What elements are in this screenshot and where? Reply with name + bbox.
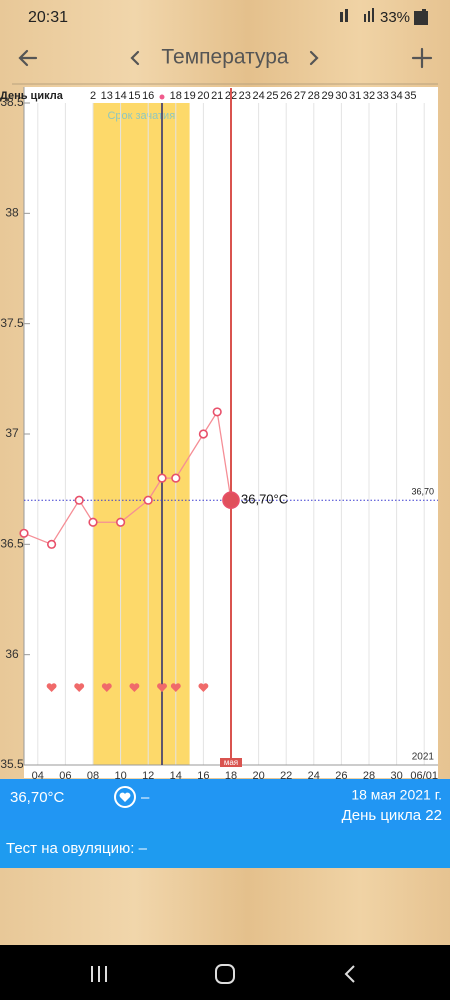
battery: 33% — [380, 9, 410, 26]
cycle-day: 19 — [183, 90, 195, 102]
heart — [101, 683, 112, 692]
x-tick-label: 22 — [280, 770, 292, 782]
x-tick-label: 06 — [59, 770, 71, 782]
test-bar — [0, 830, 450, 868]
point — [157, 473, 167, 483]
cycle-day: 32 — [363, 90, 375, 102]
cycle-day: 24 — [252, 90, 264, 102]
cycle-day: 2 — [90, 90, 96, 102]
next-button[interactable] — [309, 50, 319, 66]
point — [143, 495, 153, 505]
point — [198, 429, 208, 439]
info-cycle-day: День цикла 22 — [342, 807, 442, 824]
x-tick-label: 18 — [225, 770, 237, 782]
year-label: 2021 — [412, 752, 435, 763]
x-tick-label: 08 — [87, 770, 99, 782]
cycle-day: 16 — [142, 90, 154, 102]
y-tick-label: 38 — [5, 206, 19, 220]
recent-apps[interactable] — [91, 966, 107, 982]
cycle-day: 26 — [280, 90, 292, 102]
cycle-day: 15 — [128, 90, 140, 102]
status-icons — [340, 8, 374, 22]
info-date: 18 мая 2021 г. — [351, 787, 442, 803]
point — [171, 473, 181, 483]
point — [46, 539, 57, 549]
heart-icon — [119, 792, 131, 802]
prev-button[interactable] — [130, 50, 140, 66]
ovulation-test[interactable]: Тест на овуляцию: – — [6, 840, 148, 857]
y-tick-label: 38.5 — [0, 95, 24, 109]
cycle-day: 35 — [404, 90, 416, 102]
cycle-day-label: День цикла — [0, 90, 64, 102]
point — [88, 517, 98, 527]
info-temperature: 36,70°C — [10, 789, 65, 806]
x-tick-label: 20 — [252, 770, 264, 782]
x-tick-label: 24 — [308, 770, 320, 782]
cycle-day: 31 — [349, 90, 361, 102]
battery-icon — [414, 9, 428, 25]
x-tick-label: 06/01 — [410, 770, 438, 782]
cycle-day: 20 — [197, 90, 209, 102]
back-button[interactable] — [18, 49, 38, 67]
x-tick-label: 10 — [114, 770, 126, 782]
point — [115, 517, 126, 527]
back[interactable] — [344, 965, 355, 983]
current-day-tag — [220, 758, 242, 767]
cycle-day: 23 — [239, 90, 251, 102]
current-point — [222, 491, 240, 510]
x-tick-label: 14 — [170, 770, 182, 782]
y-tick-label: 36 — [5, 647, 19, 661]
cycle-day: 14 — [114, 90, 126, 102]
nav-bar — [0, 945, 450, 1000]
x-tick-label: 30 — [390, 770, 402, 782]
cycle-day-marker — [159, 94, 165, 100]
current-point-label: 36,70°C — [241, 492, 288, 507]
time: 20:31 — [28, 9, 68, 26]
cycle-day: 33 — [377, 90, 389, 102]
point — [19, 528, 29, 538]
heart — [129, 683, 140, 692]
cycle-day: 18 — [170, 90, 182, 102]
info-bar — [0, 779, 450, 830]
heart-value: – — [141, 789, 150, 806]
heart — [170, 683, 181, 692]
cycle-day: 29 — [321, 90, 333, 102]
cycle-day: 27 — [294, 90, 306, 102]
point — [74, 495, 84, 505]
cycle-day: 28 — [308, 90, 320, 102]
add-button[interactable] — [411, 47, 433, 69]
home[interactable] — [215, 964, 235, 984]
header-title: Температура — [161, 46, 289, 69]
x-tick-label: 26 — [335, 770, 347, 782]
heart — [74, 683, 85, 692]
heart-button[interactable] — [114, 786, 136, 808]
current-day-tag-label: мая — [224, 758, 238, 767]
point — [212, 407, 222, 417]
x-tick-label: 12 — [142, 770, 154, 782]
cycle-day: 30 — [335, 90, 347, 102]
fertile-window-label: Срок зачатия — [107, 110, 175, 122]
y-tick-label: 37.5 — [0, 316, 24, 330]
reference-label: 36,70 — [411, 487, 434, 497]
cycle-day: 13 — [101, 90, 113, 102]
cycle-day: 21 — [211, 90, 223, 102]
cycle-day: 34 — [390, 90, 402, 102]
fertile-window — [93, 103, 190, 765]
x-tick-label: 04 — [32, 770, 44, 782]
heart — [198, 683, 209, 692]
y-tick-label: 35.5 — [0, 757, 24, 771]
y-tick-label: 36.5 — [0, 537, 24, 551]
heart — [46, 683, 57, 692]
x-tick-label: 28 — [363, 770, 375, 782]
heart — [157, 683, 167, 692]
y-tick-label: 37 — [5, 426, 19, 440]
x-tick-label: 16 — [197, 770, 209, 782]
cycle-day: 25 — [266, 90, 278, 102]
